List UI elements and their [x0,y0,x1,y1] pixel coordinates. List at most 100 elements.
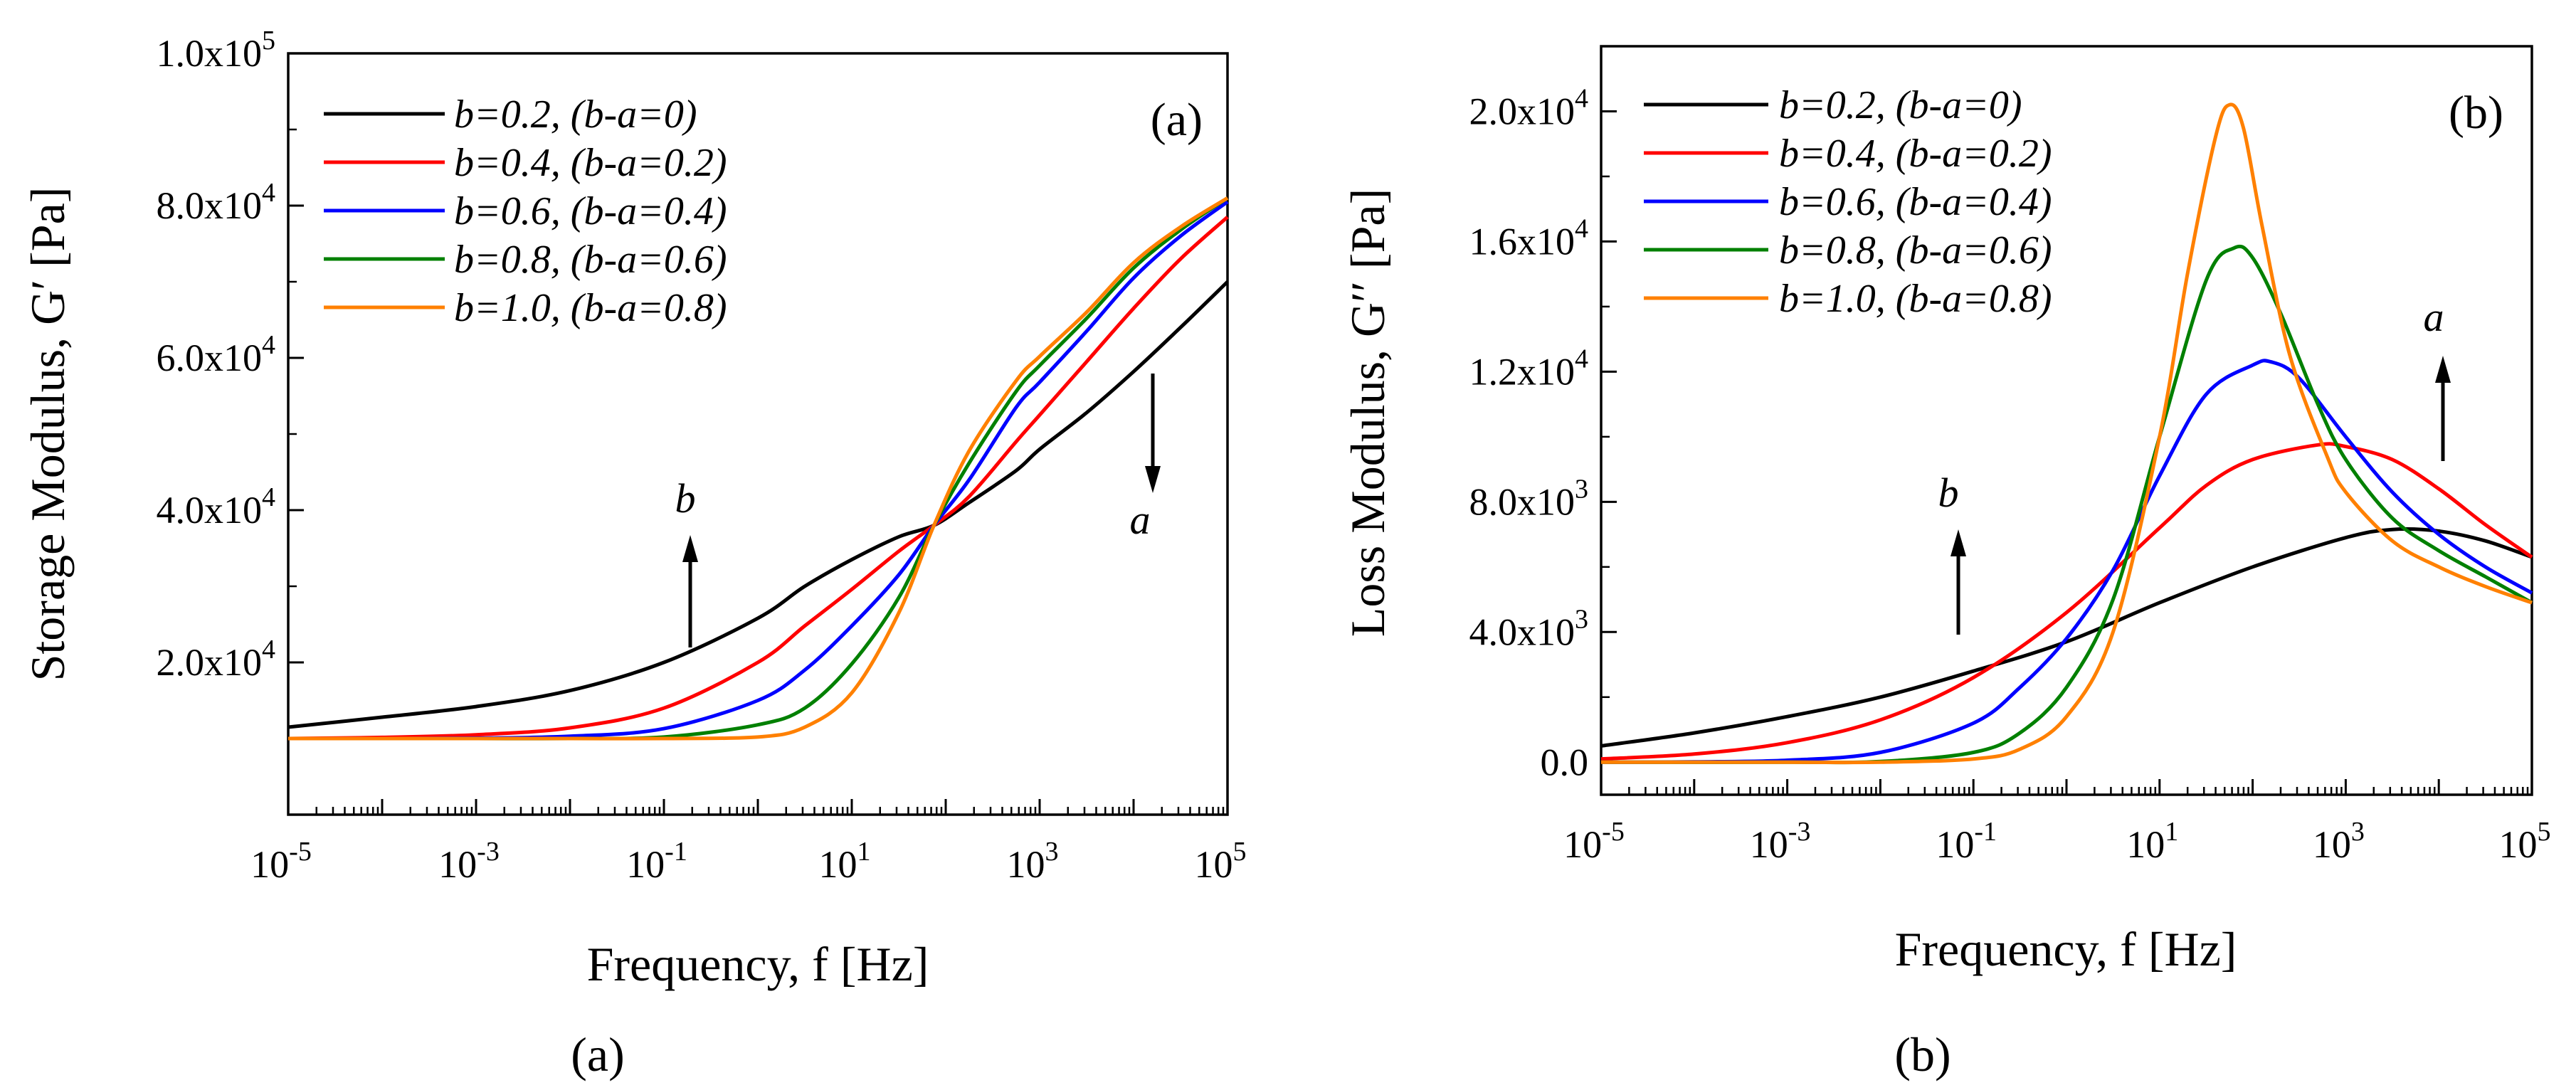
panel-b-annotation-b: b [1938,470,1959,516]
y-tick-label: 4.0x104 [157,482,276,531]
y-tick-label: 1.2x104 [1469,344,1589,393]
panel-b-arrow-b-head [1951,529,1966,556]
x-tick-label-exponent: 5 [2538,817,2551,847]
y-tick-label: 2.0x104 [157,635,276,684]
y-tick-label-mantissa: 0.0 [1541,741,1589,783]
panel-a-arrow-b-head [682,535,698,562]
x-tick-label-mantissa: 10 [1936,823,1974,866]
x-tick-label: 10-3 [438,837,500,886]
y-tick-label-mantissa: 4.0x10 [1469,610,1575,653]
x-tick-label-exponent: -1 [665,837,687,867]
panel-b-series-lines [1600,102,2533,765]
panel-a-y-axis-title: Storage Modulus, G′ [Pa] [21,187,75,682]
panel-b-tag: (b) [2449,87,2503,139]
x-tick-label: 105 [1195,837,1247,886]
legend-label-2: b=0.4, (b-a=0.2) [454,141,727,185]
x-tick-label: 101 [2126,817,2178,866]
x-tick-label: 101 [819,837,871,886]
y-tick-label-exponent: 4 [1575,83,1588,113]
y-tick-label-mantissa: 2.0x10 [157,641,263,684]
y-tick-label: 8.0x103 [1469,474,1589,523]
y-tick-label-mantissa: 1.2x10 [1469,350,1575,393]
panel-a-y-ticks [288,52,304,816]
legend-label-2: b=0.4, (b-a=0.2) [1779,132,2052,176]
panel-a-annotation-a: a [1130,497,1151,543]
y-tick-label-exponent: 4 [262,635,275,665]
x-tick-label-mantissa: 10 [1195,843,1233,886]
panel-b-caption-text: (b) [1894,1027,1951,1081]
series-line-2 [287,216,1229,741]
panel-a-tag: (a) [1151,94,1203,146]
legend-label-1: b=0.2, (b-a=0) [454,92,697,137]
panel-b-legend: b=0.2, (b-a=0) b=0.4, (b-a=0.2)b=0.6, (b-… [1644,83,2052,321]
series-line-3 [1600,359,2533,764]
y-tick-label-mantissa: 1.6x10 [1469,220,1575,263]
y-tick-label-mantissa: 8.0x10 [1469,480,1575,523]
x-tick-label: 105 [2499,817,2551,866]
y-tick-label: 4.0x103 [1469,604,1589,653]
y-tick-label-mantissa: 6.0x10 [157,337,263,379]
legend-label-3: b=0.6, (b-a=0.4) [454,189,727,233]
panel-a-x-ticks [287,799,1229,815]
legend-label-3: b=0.6, (b-a=0.4) [1779,180,2052,224]
series-line-3 [287,200,1229,741]
legend-label-5: b=1.0, (b-a=0.8) [1779,277,2052,321]
panel-a-caption-text: (a) [571,1027,624,1081]
series-line-5 [288,196,1229,741]
legend-label-4: b=0.8, (b-a=0.6) [1779,228,2052,272]
series-line-2 [1600,442,2533,761]
x-tick-label: 10-5 [1563,817,1625,866]
series-line-4 [1600,244,2533,765]
y-tick-label: 8.0x104 [157,178,276,227]
x-tick-label: 10-1 [1936,817,1997,866]
y-tick-label-mantissa: 2.0x10 [1469,90,1575,132]
panel-b-x-tick-labels: 10-5 10-3 10-1 101 103 105 [1563,817,2550,866]
y-tick-label: 1.0x105 [157,26,276,75]
y-tick-label-exponent: 4 [262,330,275,360]
panel-a-storage-modulus: 10-5 10-3 10-1 101 103 105 2.0x1044.0x1046.0x… [21,26,1247,1081]
x-tick-label-mantissa: 10 [1750,823,1788,866]
y-tick-label-exponent: 5 [262,26,275,55]
x-tick-label-exponent: -5 [1602,817,1625,847]
y-tick-label-mantissa: 1.0x10 [157,32,263,75]
x-tick-label: 10-1 [626,837,687,886]
y-tick-label-exponent: 4 [1575,213,1588,243]
x-tick-label-exponent: 1 [2165,817,2178,847]
x-tick-label-mantissa: 10 [250,843,289,886]
x-tick-label-mantissa: 10 [1563,823,1602,866]
series-line-1 [287,280,1229,729]
x-tick-label: 103 [2313,817,2365,866]
x-tick-label-mantissa: 10 [438,843,477,886]
panel-b-x-axis-title: Frequency, f [Hz] [1895,922,2237,976]
legend-label-1: b=0.2, (b-a=0) [1779,83,2022,127]
panel-a-x-tick-labels: 10-5 10-3 10-1 101 103 105 [250,837,1246,886]
y-tick-label: 2.0x104 [1469,83,1589,132]
panel-b-annotation-a: a [2424,294,2444,340]
x-tick-label-exponent: 1 [857,837,871,867]
x-tick-label-exponent: 5 [1233,837,1247,867]
x-tick-label-exponent: -5 [289,837,312,867]
panel-b-y-ticks [1601,45,1617,763]
x-tick-label: 103 [1007,837,1059,886]
x-tick-label-mantissa: 10 [2499,823,2538,866]
x-tick-label-exponent: 3 [1045,837,1059,867]
panel-b-y-axis-title: Loss Modulus, G′′ [Pa] [1341,189,1395,637]
x-tick-label: 10-3 [1750,817,1811,866]
series-line-1 [1600,527,2533,748]
y-tick-label: 0.0 [1541,741,1589,783]
y-tick-label-exponent: 3 [1575,474,1588,504]
panel-a-annotation-b: b [675,475,696,522]
panel-b-loss-modulus: 10-5 10-3 10-1 101 103 105 0.04.0x1038.0x1031… [1341,45,2551,1081]
panel-a-legend: b=0.2, (b-a=0)b=0.4, (b-a=0.2)b=0.6, (b-… [324,92,727,330]
panel-b-plot-frame [1600,45,2533,796]
panel-b-x-ticks [1600,779,2533,795]
x-tick-label-mantissa: 10 [2313,823,2351,866]
panel-b-arrow-a-head [2435,356,2451,383]
panel-a-caption: (a) [571,1027,624,1081]
panel-a-series-lines [287,196,1229,741]
y-tick-label-exponent: 3 [1575,604,1588,634]
legend-label-4: b=0.8, (b-a=0.6) [454,238,727,282]
x-tick-label-exponent: 3 [2351,817,2365,847]
